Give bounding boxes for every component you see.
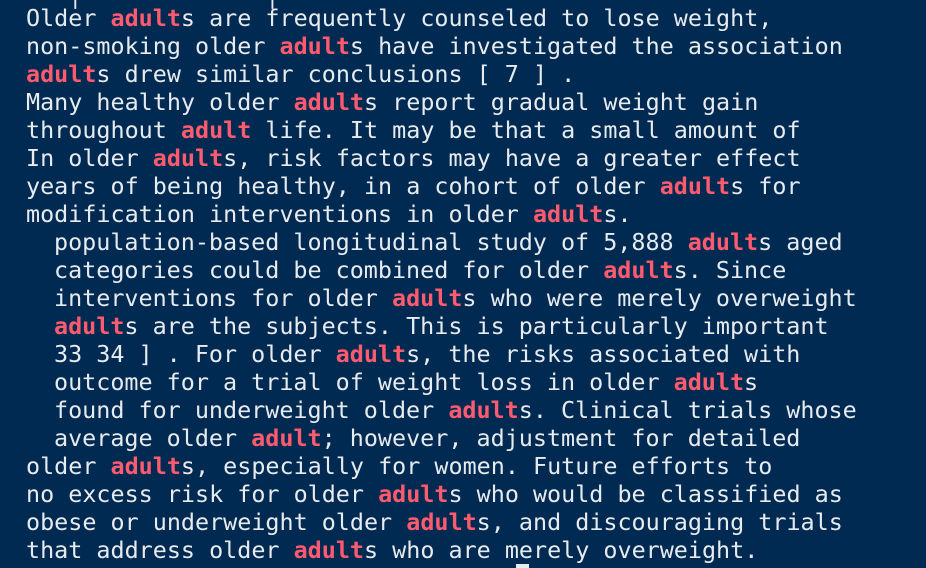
terminal-text: s who would be classified as: [448, 480, 843, 508]
terminal-line: Older adults are frequently counseled to…: [26, 4, 772, 32]
search-match-highlight: adult: [391, 284, 463, 312]
search-match-highlight: adult: [406, 508, 477, 536]
terminal-text: s, and discouraging trials: [476, 508, 843, 536]
terminal-text: that address older: [26, 536, 294, 564]
terminal-line: that address older adults who are merely…: [26, 536, 758, 564]
search-match-highlight: adult: [293, 536, 364, 564]
search-match-highlight: adult: [26, 60, 97, 88]
search-match-highlight: adult: [673, 368, 745, 396]
search-match-highlight: adult: [335, 340, 407, 368]
terminal-text: s, the risks associated with: [406, 340, 801, 368]
search-match-highlight: adult: [152, 144, 224, 172]
search-match-highlight: adult: [110, 452, 181, 480]
terminal-text: obese or underweight older: [26, 508, 407, 536]
terminal-text: s.: [603, 200, 632, 228]
terminal-line: interventions for older adults who were …: [54, 284, 857, 312]
terminal-text: s drew similar conclusions [ 7 ] .: [96, 60, 576, 88]
terminal-line: obese or underweight older adults, and d…: [26, 508, 843, 536]
terminal-cursor: [516, 564, 529, 568]
terminal-text: In older: [26, 144, 153, 172]
terminal-line: Many healthy older adults report gradual…: [26, 88, 758, 116]
terminal-line: modification interventions in older adul…: [26, 200, 632, 228]
terminal-line: adults are the subjects. This is particu…: [54, 312, 829, 340]
terminal-text: non-smoking older: [26, 32, 280, 60]
terminal-text: s report gradual weight gain: [364, 88, 759, 116]
terminal-text: Older: [26, 4, 111, 32]
terminal-text: life. It may be that a small amount of: [251, 116, 801, 144]
terminal-line-cutoff-bottom: ╷ ╷ ╷ ╷ ╷ ╷╷╷ ╷ ╷╷ ╷: [26, 563, 477, 568]
terminal-line-cutoff-top: ╵ ╷ ╵ ╷: [26, 0, 279, 9]
terminal-line: In older adults, risk factors may have a…: [26, 144, 801, 172]
terminal-line: throughout adult life. It may be that a …: [26, 116, 801, 144]
terminal-line: years of being healthy, in a cohort of o…: [26, 172, 801, 200]
terminal-text: ; however, adjustment for detailed: [321, 424, 801, 452]
terminal-text: outcome for a trial of weight loss in ol…: [54, 368, 674, 396]
search-match-highlight: adult: [659, 172, 731, 200]
terminal-text: modification interventions in older: [26, 200, 533, 228]
terminal-text: s have investigated the association: [349, 32, 843, 60]
terminal-line: adults drew similar conclusions [ 7 ] .: [26, 60, 575, 88]
search-match-highlight: adult: [378, 480, 449, 508]
terminal-text: older: [26, 452, 111, 480]
terminal-text: throughout: [26, 116, 181, 144]
search-match-highlight: adult: [54, 312, 125, 340]
terminal-text: s aged: [758, 228, 843, 256]
terminal-line: older adults, especially for women. Futu…: [26, 452, 772, 480]
terminal-text: s who are merely overweight.: [364, 536, 759, 564]
terminal-text: years of being healthy, in a cohort of o…: [26, 172, 660, 200]
search-match-highlight: adult: [293, 88, 364, 116]
terminal-line: categories could be combined for older a…: [54, 256, 786, 284]
terminal-text: categories could be combined for older: [54, 256, 604, 284]
terminal-text: s for: [730, 172, 801, 200]
terminal-line: average older adult; however, adjustment…: [54, 424, 800, 452]
terminal-line: 33 34 ] . For older adults, the risks as…: [54, 340, 800, 368]
terminal-text: interventions for older: [54, 284, 392, 312]
terminal-text: average older: [54, 424, 252, 452]
terminal-line: found for underweight older adults. Clin…: [54, 396, 857, 424]
search-match-highlight: adult: [448, 396, 519, 424]
terminal-text: found for underweight older: [54, 396, 449, 424]
terminal-line: population-based longitudinal study of 5…: [54, 228, 843, 256]
terminal-text: s. Clinical trials whose: [518, 396, 857, 424]
search-match-highlight: adult: [110, 4, 181, 32]
search-match-highlight: adult: [532, 200, 604, 228]
terminal-text: s, especially for women. Future efforts …: [180, 452, 773, 480]
search-match-highlight: adult: [180, 116, 252, 144]
terminal-text: 33 34 ] . For older: [54, 340, 336, 368]
search-match-highlight: adult: [279, 32, 350, 60]
terminal-text: Many healthy older: [26, 88, 294, 116]
terminal-text: s, risk factors may have a greater effec…: [223, 144, 801, 172]
terminal-text: s: [744, 368, 759, 396]
terminal-text: s are frequently counseled to lose weigh…: [180, 4, 773, 32]
terminal-line: non-smoking older adults have investigat…: [26, 32, 843, 60]
terminal-text: population-based longitudinal study of 5…: [54, 228, 688, 256]
terminal-text: no excess risk for older: [26, 480, 379, 508]
terminal-line: no excess risk for older adults who woul…: [26, 480, 843, 508]
search-match-highlight: adult: [603, 256, 674, 284]
search-match-highlight: adult: [251, 424, 322, 452]
terminal-text: s who were merely overweight: [462, 284, 857, 312]
terminal-text: s are the subjects. This is particularly…: [124, 312, 829, 340]
terminal-line: outcome for a trial of weight loss in ol…: [54, 368, 758, 396]
search-match-highlight: adult: [687, 228, 759, 256]
terminal-text: s. Since: [673, 256, 787, 284]
